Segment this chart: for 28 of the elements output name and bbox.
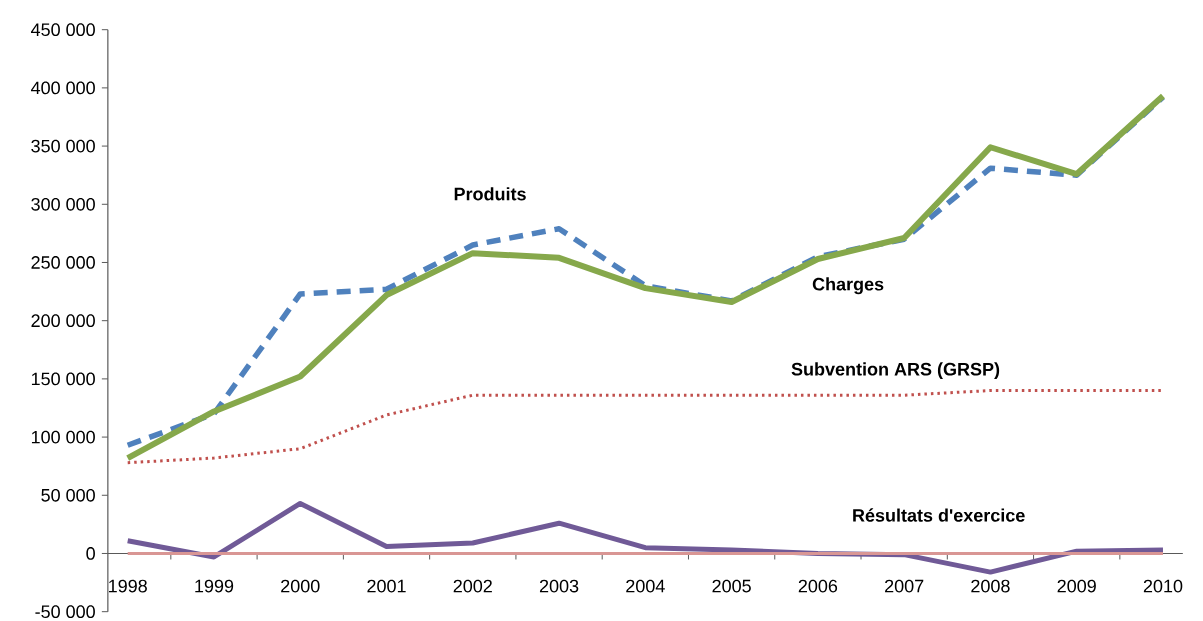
y-tick-label: 400 000 — [31, 81, 95, 95]
x-tick-label: 2002 — [453, 579, 492, 593]
x-tick-label: 2007 — [885, 579, 924, 593]
x-tick-label: 2008 — [971, 579, 1010, 593]
x-tick-label: 2009 — [1057, 579, 1096, 593]
y-tick-label: -50 000 — [35, 605, 95, 619]
y-tick-label: 250 000 — [31, 256, 95, 269]
y-tick-label: 450 000 — [31, 23, 95, 37]
series-label: Produits — [454, 187, 526, 201]
y-tick-label: 350 000 — [31, 139, 95, 153]
y-tick-label: 0 — [86, 547, 95, 560]
y-tick-label: 300 000 — [31, 197, 95, 211]
series-label: Résultats d'exercice — [853, 508, 1025, 522]
x-tick-label: 2001 — [367, 579, 406, 593]
x-tick-label: 2010 — [1143, 579, 1183, 593]
x-tick-label: 1998 — [109, 579, 147, 593]
y-tick-label: 150 000 — [31, 372, 95, 386]
series-label: Subvention ARS (GRSP) — [791, 362, 1000, 380]
x-tick-label: 2004 — [626, 579, 665, 593]
x-tick-label: 1999 — [195, 579, 234, 593]
y-tick-label: 100 000 — [31, 430, 95, 444]
series-label: Charges — [812, 277, 884, 295]
x-tick-label: 2000 — [281, 579, 320, 593]
x-tick-label: 2005 — [712, 579, 751, 593]
x-tick-label: 2006 — [798, 579, 838, 593]
y-tick-label: 50 000 — [41, 488, 95, 502]
y-tick-label: 200 000 — [31, 314, 95, 328]
x-tick-label: 2003 — [539, 579, 579, 593]
